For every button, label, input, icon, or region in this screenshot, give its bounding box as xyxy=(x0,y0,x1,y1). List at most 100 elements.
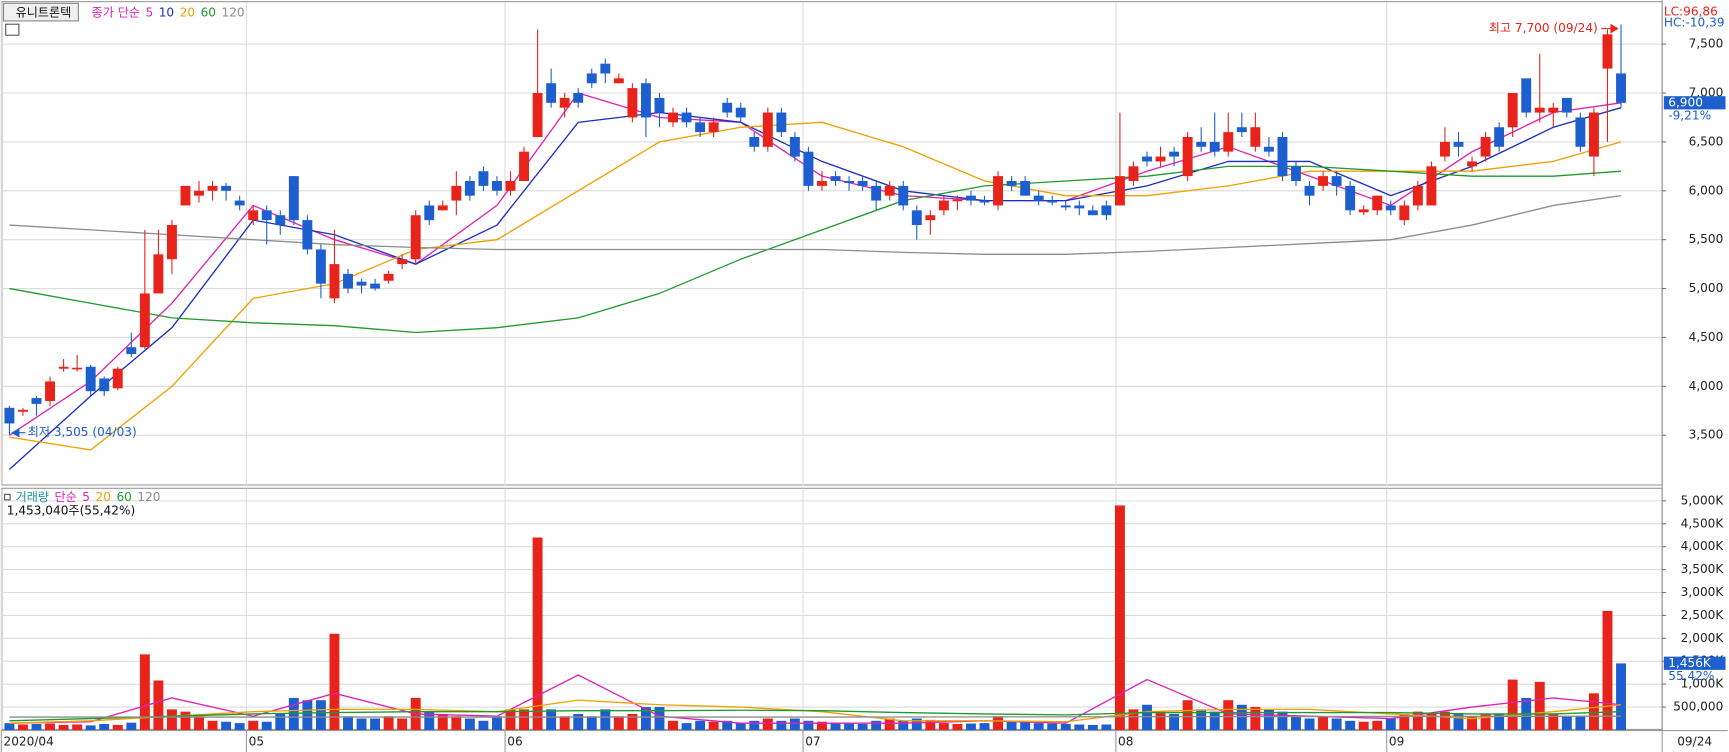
volume-bar xyxy=(424,711,435,730)
y-tick-label: 5,500 xyxy=(1689,232,1724,246)
volume-bar xyxy=(762,718,773,730)
candle-body xyxy=(207,185,218,191)
volume-bar xyxy=(1616,663,1626,730)
volume-bar xyxy=(803,720,814,730)
lc-value: LC:96,86 xyxy=(1664,5,1718,19)
volume-bar xyxy=(194,716,204,730)
candle-body xyxy=(1494,127,1505,147)
volume-bar xyxy=(275,713,286,730)
candle-body xyxy=(952,199,963,202)
candle-body xyxy=(735,107,746,118)
candle-body xyxy=(234,200,245,206)
volume-bar xyxy=(58,724,69,730)
volume-bar xyxy=(99,724,110,730)
candle-body xyxy=(1534,107,1545,113)
candle-body xyxy=(424,205,435,221)
volume-bar xyxy=(1426,713,1437,730)
volume-bar xyxy=(1385,718,1396,730)
volume-bar xyxy=(1318,716,1329,730)
candle-body xyxy=(288,176,299,221)
ma-line xyxy=(9,709,1622,722)
y-tick-label: 3,500K xyxy=(1681,562,1725,576)
volume-bar xyxy=(1087,724,1098,730)
candle-body xyxy=(275,215,286,225)
candle-body xyxy=(1223,132,1234,152)
candle-body xyxy=(1331,176,1342,186)
volume-bar xyxy=(492,716,502,730)
volume-bar xyxy=(1128,709,1139,730)
volume-bar xyxy=(1033,723,1044,730)
volume-bar xyxy=(722,720,733,730)
candle-body xyxy=(4,407,15,424)
candle-body xyxy=(654,97,665,113)
y-tick-label: 7,500 xyxy=(1689,37,1724,51)
candle-body xyxy=(1209,141,1220,152)
volume-bar xyxy=(1480,713,1491,730)
volume-bar xyxy=(695,720,706,730)
candle-body xyxy=(1480,137,1491,157)
candle-body xyxy=(1047,200,1058,203)
volume-bar xyxy=(1534,681,1545,730)
volume-bar xyxy=(45,723,56,730)
volume-bar xyxy=(573,713,584,730)
candle-body xyxy=(817,181,827,186)
y-tick-label: 4,000K xyxy=(1681,539,1725,553)
candle-body xyxy=(1182,137,1193,177)
volume-bar xyxy=(857,724,868,730)
volume-bar xyxy=(397,718,408,730)
candle-body xyxy=(166,224,177,260)
candle-body xyxy=(315,249,326,284)
volume-bar xyxy=(749,720,760,730)
candle-body xyxy=(1426,166,1437,206)
volume-bar xyxy=(1304,718,1315,730)
candle-body xyxy=(681,112,692,123)
ma-line xyxy=(9,165,1622,334)
change-label: -9,21% xyxy=(1668,108,1711,122)
candle-body xyxy=(1318,176,1329,186)
candle-body xyxy=(627,88,638,118)
candle-body xyxy=(464,181,475,196)
candle-body xyxy=(1372,195,1383,211)
volume-bar xyxy=(139,654,150,730)
candle-body xyxy=(1060,205,1071,208)
volume-bar xyxy=(31,724,42,730)
volume-bar xyxy=(925,719,936,730)
volume-bar xyxy=(1467,716,1477,730)
volume-bar xyxy=(1060,724,1071,730)
candle-body xyxy=(1385,205,1396,211)
candle-body xyxy=(126,347,137,355)
volume-bar xyxy=(1047,723,1058,730)
candle-body xyxy=(857,181,868,186)
volume-bar xyxy=(248,720,259,730)
chart-title: 유니트론텍 xyxy=(16,6,72,20)
volume-bar xyxy=(938,723,949,730)
candle-body xyxy=(884,185,895,196)
volume-bar xyxy=(1209,711,1220,730)
x-tick-label: 2020/04 xyxy=(3,735,54,749)
x-tick-label: 07 xyxy=(805,735,820,749)
candle-body xyxy=(559,97,570,108)
candle-body xyxy=(1304,185,1315,196)
volume-bar xyxy=(437,713,448,730)
volume-bar xyxy=(911,718,922,730)
candle-body xyxy=(925,215,936,221)
candle-body xyxy=(302,220,313,250)
candle-body xyxy=(1142,156,1152,162)
candle-body xyxy=(573,93,584,103)
volume-bar xyxy=(1588,693,1599,730)
candle-body xyxy=(492,181,502,191)
candle-body xyxy=(911,210,922,225)
candle-body xyxy=(1345,185,1356,211)
volume-bar xyxy=(668,720,678,730)
candle-body xyxy=(762,112,773,147)
candle-body xyxy=(844,181,855,183)
volume-bar xyxy=(85,725,96,730)
candle-body xyxy=(1575,117,1586,147)
volume-bar xyxy=(315,700,326,730)
volume-bar xyxy=(871,720,882,730)
volume-bar xyxy=(1250,707,1261,730)
candle-body xyxy=(532,93,543,138)
last-value-label: 1,456K xyxy=(1668,656,1712,670)
legend-label: 단순 xyxy=(55,490,77,504)
